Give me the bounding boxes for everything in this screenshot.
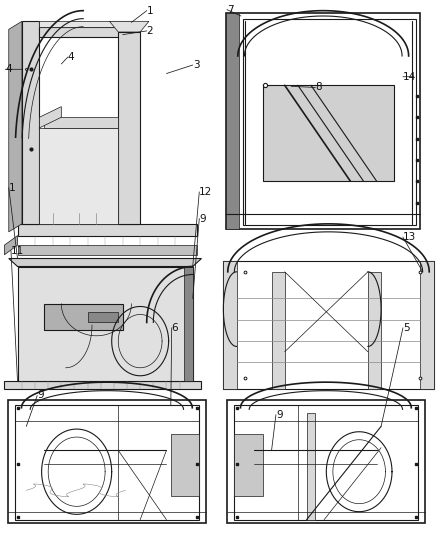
Polygon shape: [44, 117, 118, 128]
Text: 8: 8: [315, 83, 322, 92]
Polygon shape: [88, 312, 118, 322]
Polygon shape: [18, 266, 193, 381]
Text: 11: 11: [11, 246, 24, 255]
Text: 13: 13: [403, 232, 416, 242]
Polygon shape: [18, 245, 197, 255]
Polygon shape: [184, 266, 193, 381]
Polygon shape: [9, 21, 22, 232]
Polygon shape: [39, 27, 131, 37]
Polygon shape: [44, 304, 123, 330]
Polygon shape: [226, 13, 239, 229]
Text: 7: 7: [227, 5, 233, 14]
Text: 3: 3: [193, 60, 199, 70]
Text: 9: 9: [37, 391, 44, 400]
Polygon shape: [368, 272, 381, 389]
Polygon shape: [39, 21, 131, 27]
Polygon shape: [110, 21, 149, 32]
Text: 1: 1: [147, 6, 153, 15]
Polygon shape: [4, 381, 201, 389]
Polygon shape: [272, 272, 285, 389]
Polygon shape: [18, 224, 197, 236]
Text: 4: 4: [68, 52, 74, 62]
Text: 2: 2: [147, 26, 153, 36]
Polygon shape: [9, 259, 201, 266]
Polygon shape: [223, 261, 237, 389]
Text: 1: 1: [9, 183, 15, 192]
Polygon shape: [171, 434, 199, 496]
Text: 4: 4: [5, 64, 12, 74]
Text: 5: 5: [403, 323, 410, 333]
Polygon shape: [39, 128, 118, 224]
Polygon shape: [4, 236, 18, 255]
Text: 6: 6: [172, 323, 178, 333]
Polygon shape: [118, 32, 140, 224]
Text: 9: 9: [276, 410, 283, 419]
Text: 12: 12: [199, 187, 212, 197]
Polygon shape: [307, 413, 315, 520]
Polygon shape: [263, 85, 394, 181]
Polygon shape: [22, 21, 39, 224]
Polygon shape: [234, 434, 263, 496]
Polygon shape: [39, 107, 61, 128]
Text: 14: 14: [403, 72, 416, 82]
Polygon shape: [420, 261, 434, 389]
Text: 9: 9: [199, 214, 206, 223]
